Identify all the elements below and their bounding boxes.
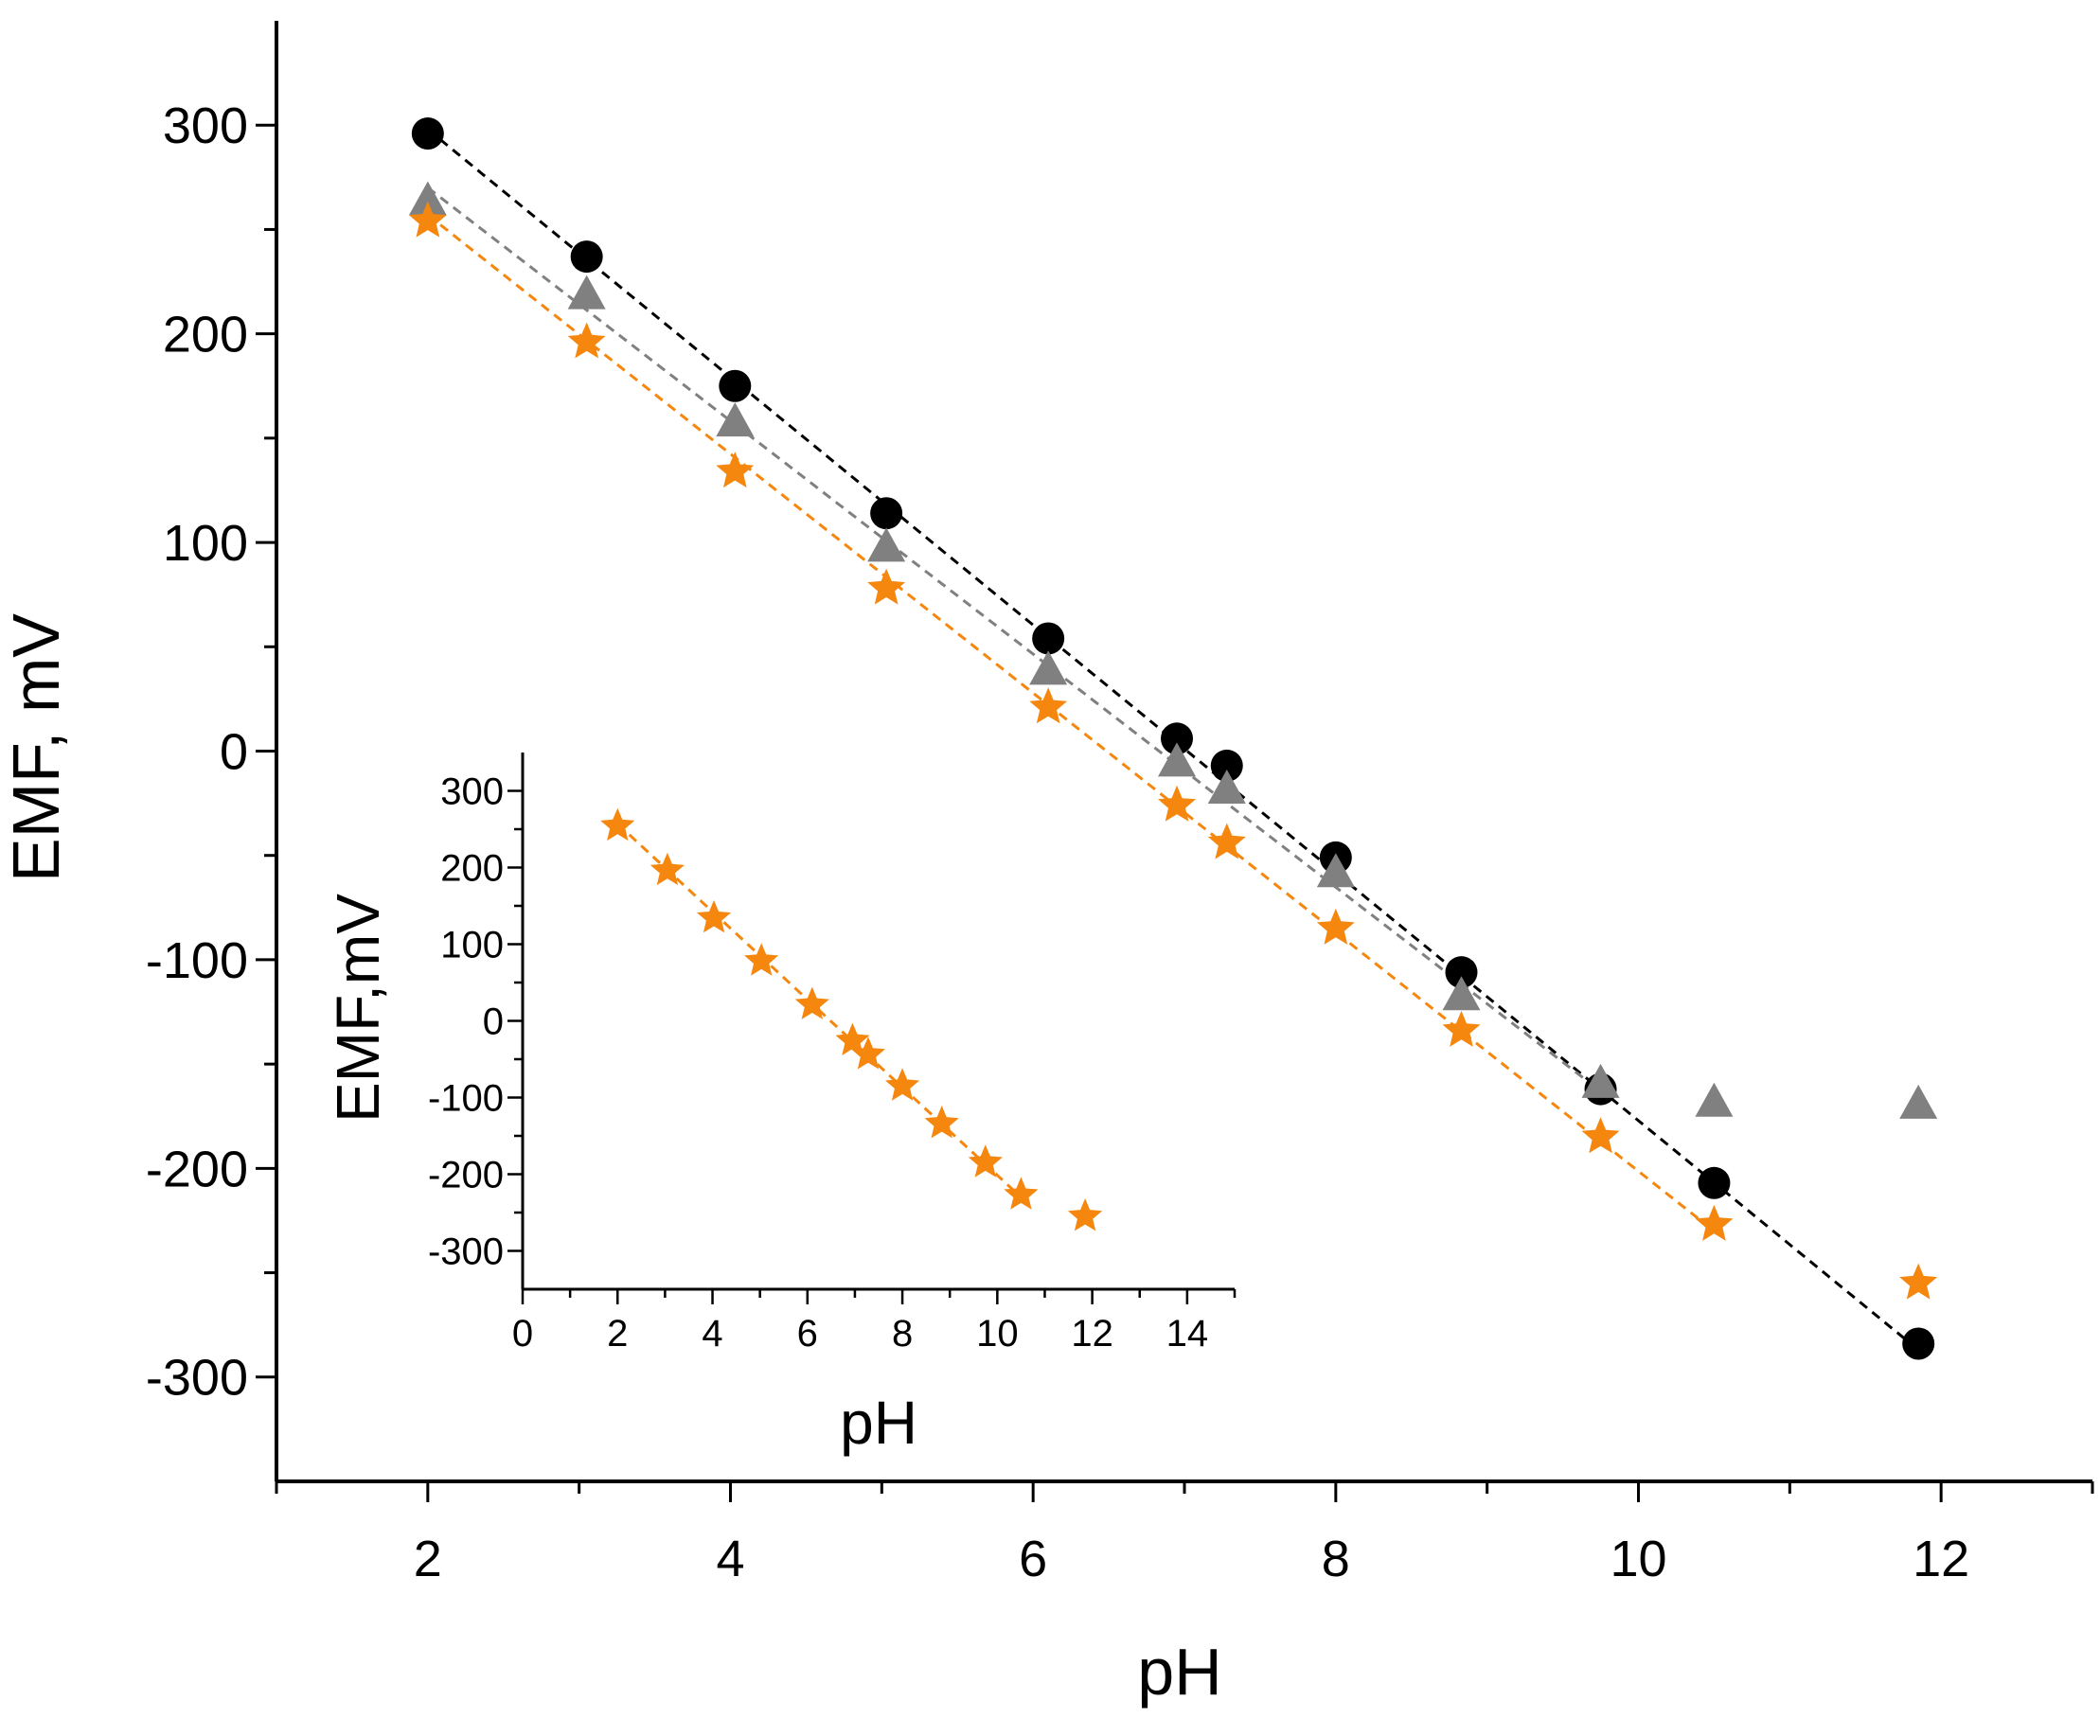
inset-x-tick-label: 0 <box>512 1313 533 1355</box>
main-point-star <box>1695 1204 1734 1241</box>
main-point-star <box>716 452 755 488</box>
main-point-star <box>408 201 447 238</box>
inset-y-tick-label: 300 <box>440 771 504 813</box>
main-point-star <box>1316 908 1355 945</box>
main-x-tick-label: 12 <box>1913 1531 1969 1587</box>
main-y-tick-label: 300 <box>163 97 248 154</box>
main-point-circle <box>870 497 903 530</box>
main-point-triangle <box>1695 1082 1734 1117</box>
main-point-star <box>567 322 606 359</box>
main-y-tick-label: -300 <box>146 1350 248 1407</box>
inset-point-star <box>650 852 685 886</box>
inset-x-axis-title: pH <box>840 1389 917 1457</box>
main-point-triangle <box>1316 853 1355 888</box>
inset-y-tick-label: 0 <box>483 1001 504 1043</box>
main-point-circle <box>1698 1166 1731 1199</box>
main-y-axis-title: EMF, mV <box>0 613 73 882</box>
main-point-triangle <box>1442 976 1481 1011</box>
inset-x-tick-label: 8 <box>892 1313 913 1355</box>
main-point-triangle <box>1029 650 1068 685</box>
inset-x-tick-label: 10 <box>976 1313 1019 1355</box>
inset-y-tick-label: -100 <box>428 1078 504 1120</box>
main-point-circle <box>1902 1327 1935 1360</box>
inset-x-tick-label: 14 <box>1166 1313 1209 1355</box>
main-point-triangle <box>408 181 447 216</box>
inset-point-star <box>850 1036 885 1070</box>
main-y-tick-label: 100 <box>163 515 248 572</box>
main-point-triangle <box>1581 1063 1620 1098</box>
inset-point-star <box>697 900 732 933</box>
inset-y-tick-label: -300 <box>428 1231 504 1273</box>
main-x-tick-label: 4 <box>716 1531 744 1587</box>
main-point-triangle <box>716 402 755 437</box>
inset-point-star <box>885 1068 920 1101</box>
inset-point-star <box>968 1144 1003 1178</box>
main-point-star <box>1158 785 1196 822</box>
main-point-circle <box>1161 722 1194 755</box>
main-point-triangle <box>1158 742 1197 777</box>
main-point-triangle <box>1207 770 1246 805</box>
main-point-star <box>1029 687 1068 724</box>
main-x-tick-label: 8 <box>1322 1531 1350 1587</box>
inset-x-tick-label: 12 <box>1071 1313 1113 1355</box>
main-x-tick-label: 2 <box>414 1531 442 1587</box>
main-point-triangle <box>867 527 906 562</box>
main-point-triangle <box>1899 1084 1938 1119</box>
inset-y-tick-label: -200 <box>428 1155 504 1196</box>
main-fit-line <box>426 186 1602 1092</box>
inset-point-star <box>794 986 829 1019</box>
main-y-tick-label: -100 <box>146 932 248 989</box>
inset-point-star <box>924 1106 959 1139</box>
inset-point-star <box>835 1022 870 1055</box>
main-y-tick-label: -200 <box>146 1141 248 1197</box>
inset-x-tick-label: 6 <box>797 1313 818 1355</box>
inset-point-star <box>744 943 779 976</box>
main-point-star <box>1899 1263 1938 1300</box>
inset-point-star <box>1068 1198 1103 1231</box>
inset-y-tick-label: 100 <box>440 925 504 966</box>
inset-point-star <box>1004 1177 1039 1210</box>
main-x-tick-label: 6 <box>1019 1531 1047 1587</box>
main-y-tick-label: 200 <box>163 307 248 363</box>
inset-plot: 0 2 4 6 8 10 12 14 -300 -200 -100 0 100 200 300 pH EMF,m… <box>324 753 1237 1457</box>
main-point-circle <box>1210 749 1243 782</box>
main-point-star <box>1442 1010 1481 1047</box>
main-x-axis-title: pH <box>1137 1635 1221 1709</box>
main-x-tick-label: 10 <box>1610 1531 1666 1587</box>
inset-y-tick-label: 200 <box>440 848 504 890</box>
main-point-star <box>1581 1117 1620 1154</box>
inset-x-tick-label: 4 <box>702 1313 722 1355</box>
main-point-circle <box>1032 622 1065 655</box>
inset-y-axis-title: EMF,mV <box>324 894 392 1123</box>
main-point-triangle <box>567 275 606 310</box>
inset-x-tick-label: 2 <box>607 1313 628 1355</box>
inset-point-star <box>600 807 635 841</box>
main-point-circle <box>570 240 603 274</box>
main-point-circle <box>411 117 444 151</box>
main-point-circle <box>719 369 752 402</box>
main-y-tick-label: 0 <box>220 723 248 780</box>
main-point-star <box>1207 823 1246 859</box>
main-point-star <box>867 568 906 605</box>
main-point-circle <box>1445 956 1478 989</box>
main-fit-line <box>426 213 1716 1232</box>
